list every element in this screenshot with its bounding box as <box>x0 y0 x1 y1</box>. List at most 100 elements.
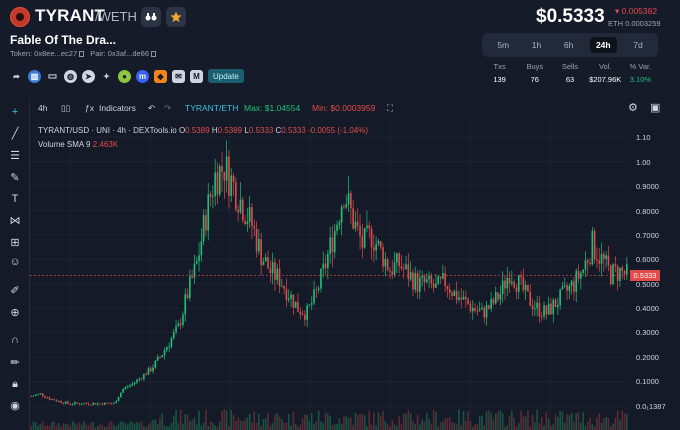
pencil-lock-icon[interactable]: ✏ <box>10 356 20 369</box>
candle-body <box>377 241 380 245</box>
lock-icon[interactable]: 🔒︎ <box>12 377 18 390</box>
coingecko-icon[interactable]: ● <box>118 69 131 83</box>
candle-body <box>67 401 69 404</box>
volume-bar <box>377 412 380 430</box>
volume-bar <box>492 419 495 430</box>
volume-bar <box>563 422 566 430</box>
candle-type-icon[interactable]: ▯▯ <box>61 103 71 113</box>
share-icon[interactable]: ➦ <box>13 71 20 81</box>
volume-bar <box>561 411 564 430</box>
mail-icon[interactable]: ✉ <box>172 69 185 83</box>
candle-body <box>294 301 297 308</box>
volume-bar <box>490 412 492 430</box>
fx-icon[interactable]: ƒx <box>85 103 94 113</box>
volume-bar <box>67 424 69 430</box>
settings-icon[interactable]: ⚙ <box>628 102 638 114</box>
volume-bar <box>504 426 506 430</box>
volume-bar <box>331 424 334 430</box>
y-tick: 0.2000 <box>636 353 659 362</box>
candle-body <box>540 316 543 318</box>
volume-bar <box>501 413 504 430</box>
price-chart[interactable]: TYRANT/USD · UNI · 4h · DEXTools.io O0.5… <box>30 120 680 430</box>
volume-bar <box>313 423 315 430</box>
volume-bar <box>540 417 543 430</box>
candle-body <box>154 360 157 368</box>
y-tick: 1.10 <box>636 133 651 142</box>
tab-6h[interactable]: 6h <box>563 40 574 50</box>
volume-bar <box>623 413 626 430</box>
candle-body <box>547 303 550 315</box>
trendline-icon[interactable]: ╱ <box>11 127 19 140</box>
volume-bar <box>428 419 430 430</box>
emoji-icon[interactable]: ☺ <box>9 256 21 268</box>
volume-bar <box>320 421 322 430</box>
tab-5m[interactable]: 5m <box>497 40 510 50</box>
ruler-icon[interactable]: ✐ <box>10 284 20 297</box>
current-price-label: 0.5333 <box>630 270 660 282</box>
interval-button[interactable]: 4h <box>38 103 48 113</box>
cmc-icon[interactable]: m <box>136 69 149 83</box>
fullscreen-icon[interactable]: ⛶ <box>387 103 393 113</box>
measure-icon[interactable]: ⊞ <box>10 236 20 249</box>
drawing-toolbar: + ╱ ☰ ✎ T ⋈ ⊞ ☺ ✐ ⊕ ∩ ✏ 🔒︎ ◉ <box>0 100 30 430</box>
brush-icon[interactable]: ✎ <box>10 171 20 184</box>
telegram-icon[interactable]: ➤ <box>82 69 95 83</box>
undo-icon[interactable]: ↶ <box>148 103 156 113</box>
zoom-icon[interactable]: ⊕ <box>10 306 20 319</box>
candle-body <box>554 299 557 308</box>
candle-body <box>529 291 532 306</box>
star-icon[interactable] <box>166 7 186 27</box>
indicators-button[interactable]: Indicators <box>99 103 136 113</box>
volume-bar <box>609 426 612 430</box>
fox-icon[interactable]: ◆ <box>154 69 167 83</box>
volume-bar <box>301 418 304 430</box>
candle-body <box>361 236 364 248</box>
copy-icon[interactable] <box>151 51 157 57</box>
tab-7d[interactable]: 7d <box>633 40 643 50</box>
volume-bar <box>46 425 49 430</box>
redo-icon[interactable]: ↷ <box>164 103 172 113</box>
y-tick: 0.3000 <box>636 328 659 337</box>
candle-body <box>352 208 354 229</box>
twitter-icon[interactable]: ✦ <box>103 71 110 81</box>
volume-bar <box>306 415 308 430</box>
medium-icon[interactable]: M <box>190 69 203 83</box>
candle-body <box>386 259 389 271</box>
horizontal-lines-icon[interactable]: ☰ <box>10 149 20 162</box>
chart-toolbar: 4h ▯▯ ƒx Indicators ↶ ↷ TYRANT/ETH Max: … <box>30 100 680 118</box>
text-icon[interactable]: T <box>11 193 19 205</box>
volume-bar <box>432 410 435 430</box>
candle-body <box>131 383 134 386</box>
volume-bar <box>221 411 223 430</box>
volume-bar <box>133 423 136 430</box>
volume-bar <box>338 418 341 430</box>
camera-icon[interactable]: ▣ <box>650 102 661 114</box>
candle-body <box>221 166 223 172</box>
tab-1h[interactable]: 1h <box>531 40 542 50</box>
pattern-icon[interactable]: ⋈ <box>9 214 21 227</box>
volume-bar <box>506 425 509 430</box>
globe-icon[interactable]: ◍ <box>64 69 77 83</box>
candle-body <box>152 367 154 372</box>
copy-icon[interactable] <box>79 51 85 57</box>
candle-body <box>522 277 525 291</box>
volume-bar <box>444 418 446 430</box>
candle-body <box>515 287 518 292</box>
monitor-icon[interactable]: ▭ <box>47 70 58 82</box>
candle-body <box>488 305 490 309</box>
volume-bar <box>517 423 520 430</box>
update-button[interactable]: Update <box>208 69 244 83</box>
volume-bar <box>547 418 550 430</box>
volume-bar <box>522 416 525 430</box>
magnet-icon[interactable]: ∩ <box>11 334 19 346</box>
candlestick-svg[interactable] <box>30 120 680 430</box>
volume-bar <box>605 416 607 430</box>
volume-bar <box>423 421 426 430</box>
tab-24h[interactable]: 24h <box>589 37 617 53</box>
crosshair-icon[interactable]: + <box>11 106 19 118</box>
chart-icon[interactable]: ▥ <box>28 69 41 83</box>
candle-body <box>460 297 463 300</box>
eye-icon[interactable]: ◉ <box>10 399 20 412</box>
pair-toggle[interactable]: TYRANT/ETH <box>185 103 239 113</box>
binoculars-icon[interactable] <box>141 7 161 27</box>
